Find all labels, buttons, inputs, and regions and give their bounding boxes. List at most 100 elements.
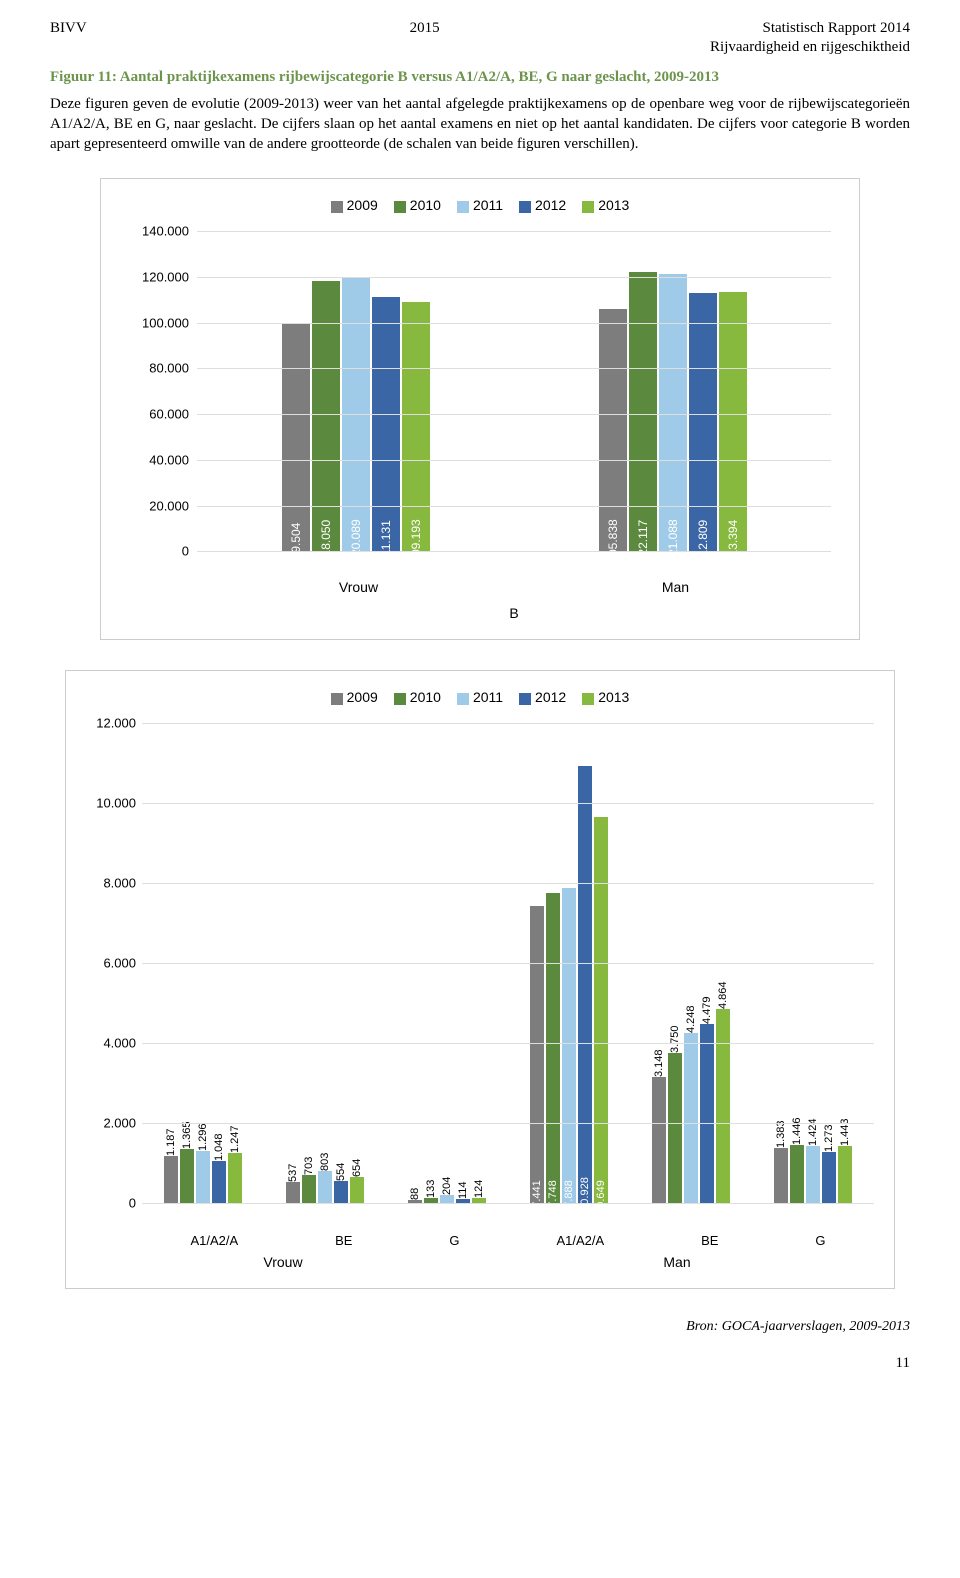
bar-value-label: 111.131 <box>379 520 393 562</box>
bar-group: 105.838122.117121.088112.809113.394 <box>599 272 747 551</box>
y-tick-label: 2.000 <box>86 1116 136 1131</box>
bar-value-label: 554 <box>335 1163 347 1181</box>
legend-item-2010: 2010 <box>394 197 441 213</box>
legend-year-label: 2009 <box>347 689 378 705</box>
chart1-legend: 2009 2010 2011 2012 2013 <box>129 197 831 213</box>
source-citation: Bron: GOCA-jaarverslagen, 2009-2013 <box>50 1319 910 1335</box>
y-tick-label: 20.000 <box>129 498 189 513</box>
legend-year-label: 2009 <box>347 197 378 213</box>
y-tick-label: 0 <box>129 544 189 559</box>
bar: 122.117 <box>629 272 657 551</box>
header-left: BIVV <box>50 20 87 37</box>
bar-value-label: 118.050 <box>319 520 333 563</box>
legend-swatch <box>582 693 594 705</box>
y-tick-label: 6.000 <box>86 956 136 971</box>
bar-value-label: 1.187 <box>165 1128 177 1156</box>
legend-item-2013: 2013 <box>582 689 629 705</box>
page-header: BIVV 2015 Statistisch Rapport 2014 <box>50 20 910 37</box>
bar-group: 1.3831.4461.4241.2731.443 <box>774 1145 852 1203</box>
bar-value-label: 1.273 <box>823 1125 835 1153</box>
section-label: Vrouw <box>86 1254 480 1270</box>
bar: 9.649 <box>594 817 608 1203</box>
bar-value-label: 1.446 <box>791 1118 803 1146</box>
gridline <box>142 1203 874 1204</box>
bar-value-label: 4.248 <box>685 1006 697 1034</box>
subcategory-label: BE <box>335 1233 352 1248</box>
legend-swatch <box>331 201 343 213</box>
bar-value-label: 113.394 <box>726 520 740 563</box>
legend-swatch <box>582 201 594 213</box>
bar: 3.148 <box>652 1077 666 1203</box>
subcategory-label: G <box>449 1233 459 1248</box>
bar-value-label: 3.148 <box>653 1050 665 1078</box>
bar: 4.479 <box>700 1024 714 1203</box>
bar: 1.187 <box>164 1156 178 1203</box>
legend-swatch <box>394 693 406 705</box>
bar: 204 <box>440 1195 454 1203</box>
bar-value-label: 204 <box>441 1177 453 1195</box>
header-right-line1: Statistisch Rapport 2014 <box>762 20 910 37</box>
bar: 10.928 <box>578 766 592 1203</box>
bar: 654 <box>350 1177 364 1203</box>
bar: 1.247 <box>228 1153 242 1203</box>
gridline <box>197 414 831 415</box>
bar-value-label: 1.383 <box>775 1120 787 1148</box>
y-tick-label: 80.000 <box>129 361 189 376</box>
y-tick-label: 60.000 <box>129 407 189 422</box>
legend-year-label: 2010 <box>410 197 441 213</box>
bar: 1.383 <box>774 1148 788 1203</box>
gridline <box>197 277 831 278</box>
bar-value-label: 1.443 <box>839 1118 851 1146</box>
bar: 554 <box>334 1181 348 1203</box>
chart1-group-label-vrouw: Vrouw <box>339 579 378 595</box>
legend-item-2009: 2009 <box>331 689 378 705</box>
y-tick-label: 0 <box>86 1196 136 1211</box>
chart1-group-label-man: Man <box>662 579 689 595</box>
bar: 4.864 <box>716 1009 730 1204</box>
bar-group: 537703803554654 <box>286 1171 364 1203</box>
legend-year-label: 2013 <box>598 197 629 213</box>
bar-value-label: 105.838 <box>606 520 620 563</box>
legend-swatch <box>519 693 531 705</box>
subcategory-label: A1/A2/A <box>556 1233 604 1248</box>
legend-swatch <box>457 693 469 705</box>
figure-description: Deze figuren geven de evolutie (2009-201… <box>50 94 910 155</box>
gridline <box>142 1043 874 1044</box>
bar: 99.504 <box>282 324 310 551</box>
bar-value-label: 3.750 <box>669 1026 681 1054</box>
bar: 121.088 <box>659 274 687 551</box>
bar-value-label: 803 <box>319 1153 331 1171</box>
gridline <box>197 323 831 324</box>
section-label: Man <box>480 1254 874 1270</box>
chart-others: 20092010201120122013 1.1871.3651.2961.04… <box>65 670 895 1289</box>
bar-value-label: 4.479 <box>701 997 713 1025</box>
subcategory-label: A1/A2/A <box>190 1233 238 1248</box>
y-tick-label: 140.000 <box>129 224 189 239</box>
bar: 1.443 <box>838 1146 852 1204</box>
legend-item-2012: 2012 <box>519 197 566 213</box>
page-number: 11 <box>50 1355 910 1372</box>
bar-value-label: 120.089 <box>349 520 363 563</box>
chart2-subcategory-row: A1/A2/ABEGA1/A2/ABEG <box>142 1233 874 1248</box>
subcategory-label: BE <box>701 1233 718 1248</box>
gridline <box>142 883 874 884</box>
bar: 1.446 <box>790 1145 804 1203</box>
bar-value-label: 122.117 <box>636 520 650 563</box>
header-right-line2: Rijvaardigheid en rijgeschiktheid <box>50 39 910 56</box>
bar-value-label: 10.928 <box>579 1177 591 1211</box>
bar-value-label: 1.247 <box>229 1126 241 1154</box>
gridline <box>142 1123 874 1124</box>
legend-swatch <box>331 693 343 705</box>
gridline <box>142 803 874 804</box>
legend-swatch <box>519 201 531 213</box>
figure-title: Figuur 11: Aantal praktijkexamens rijbew… <box>50 68 910 88</box>
legend-year-label: 2012 <box>535 197 566 213</box>
legend-item-2012: 2012 <box>519 689 566 705</box>
bar-value-label: 537 <box>287 1163 299 1181</box>
legend-year-label: 2010 <box>410 689 441 705</box>
bar: 111.131 <box>372 297 400 551</box>
legend-swatch <box>394 201 406 213</box>
bar: 109.193 <box>402 302 430 552</box>
bar: 703 <box>302 1175 316 1203</box>
legend-year-label: 2011 <box>473 197 503 213</box>
